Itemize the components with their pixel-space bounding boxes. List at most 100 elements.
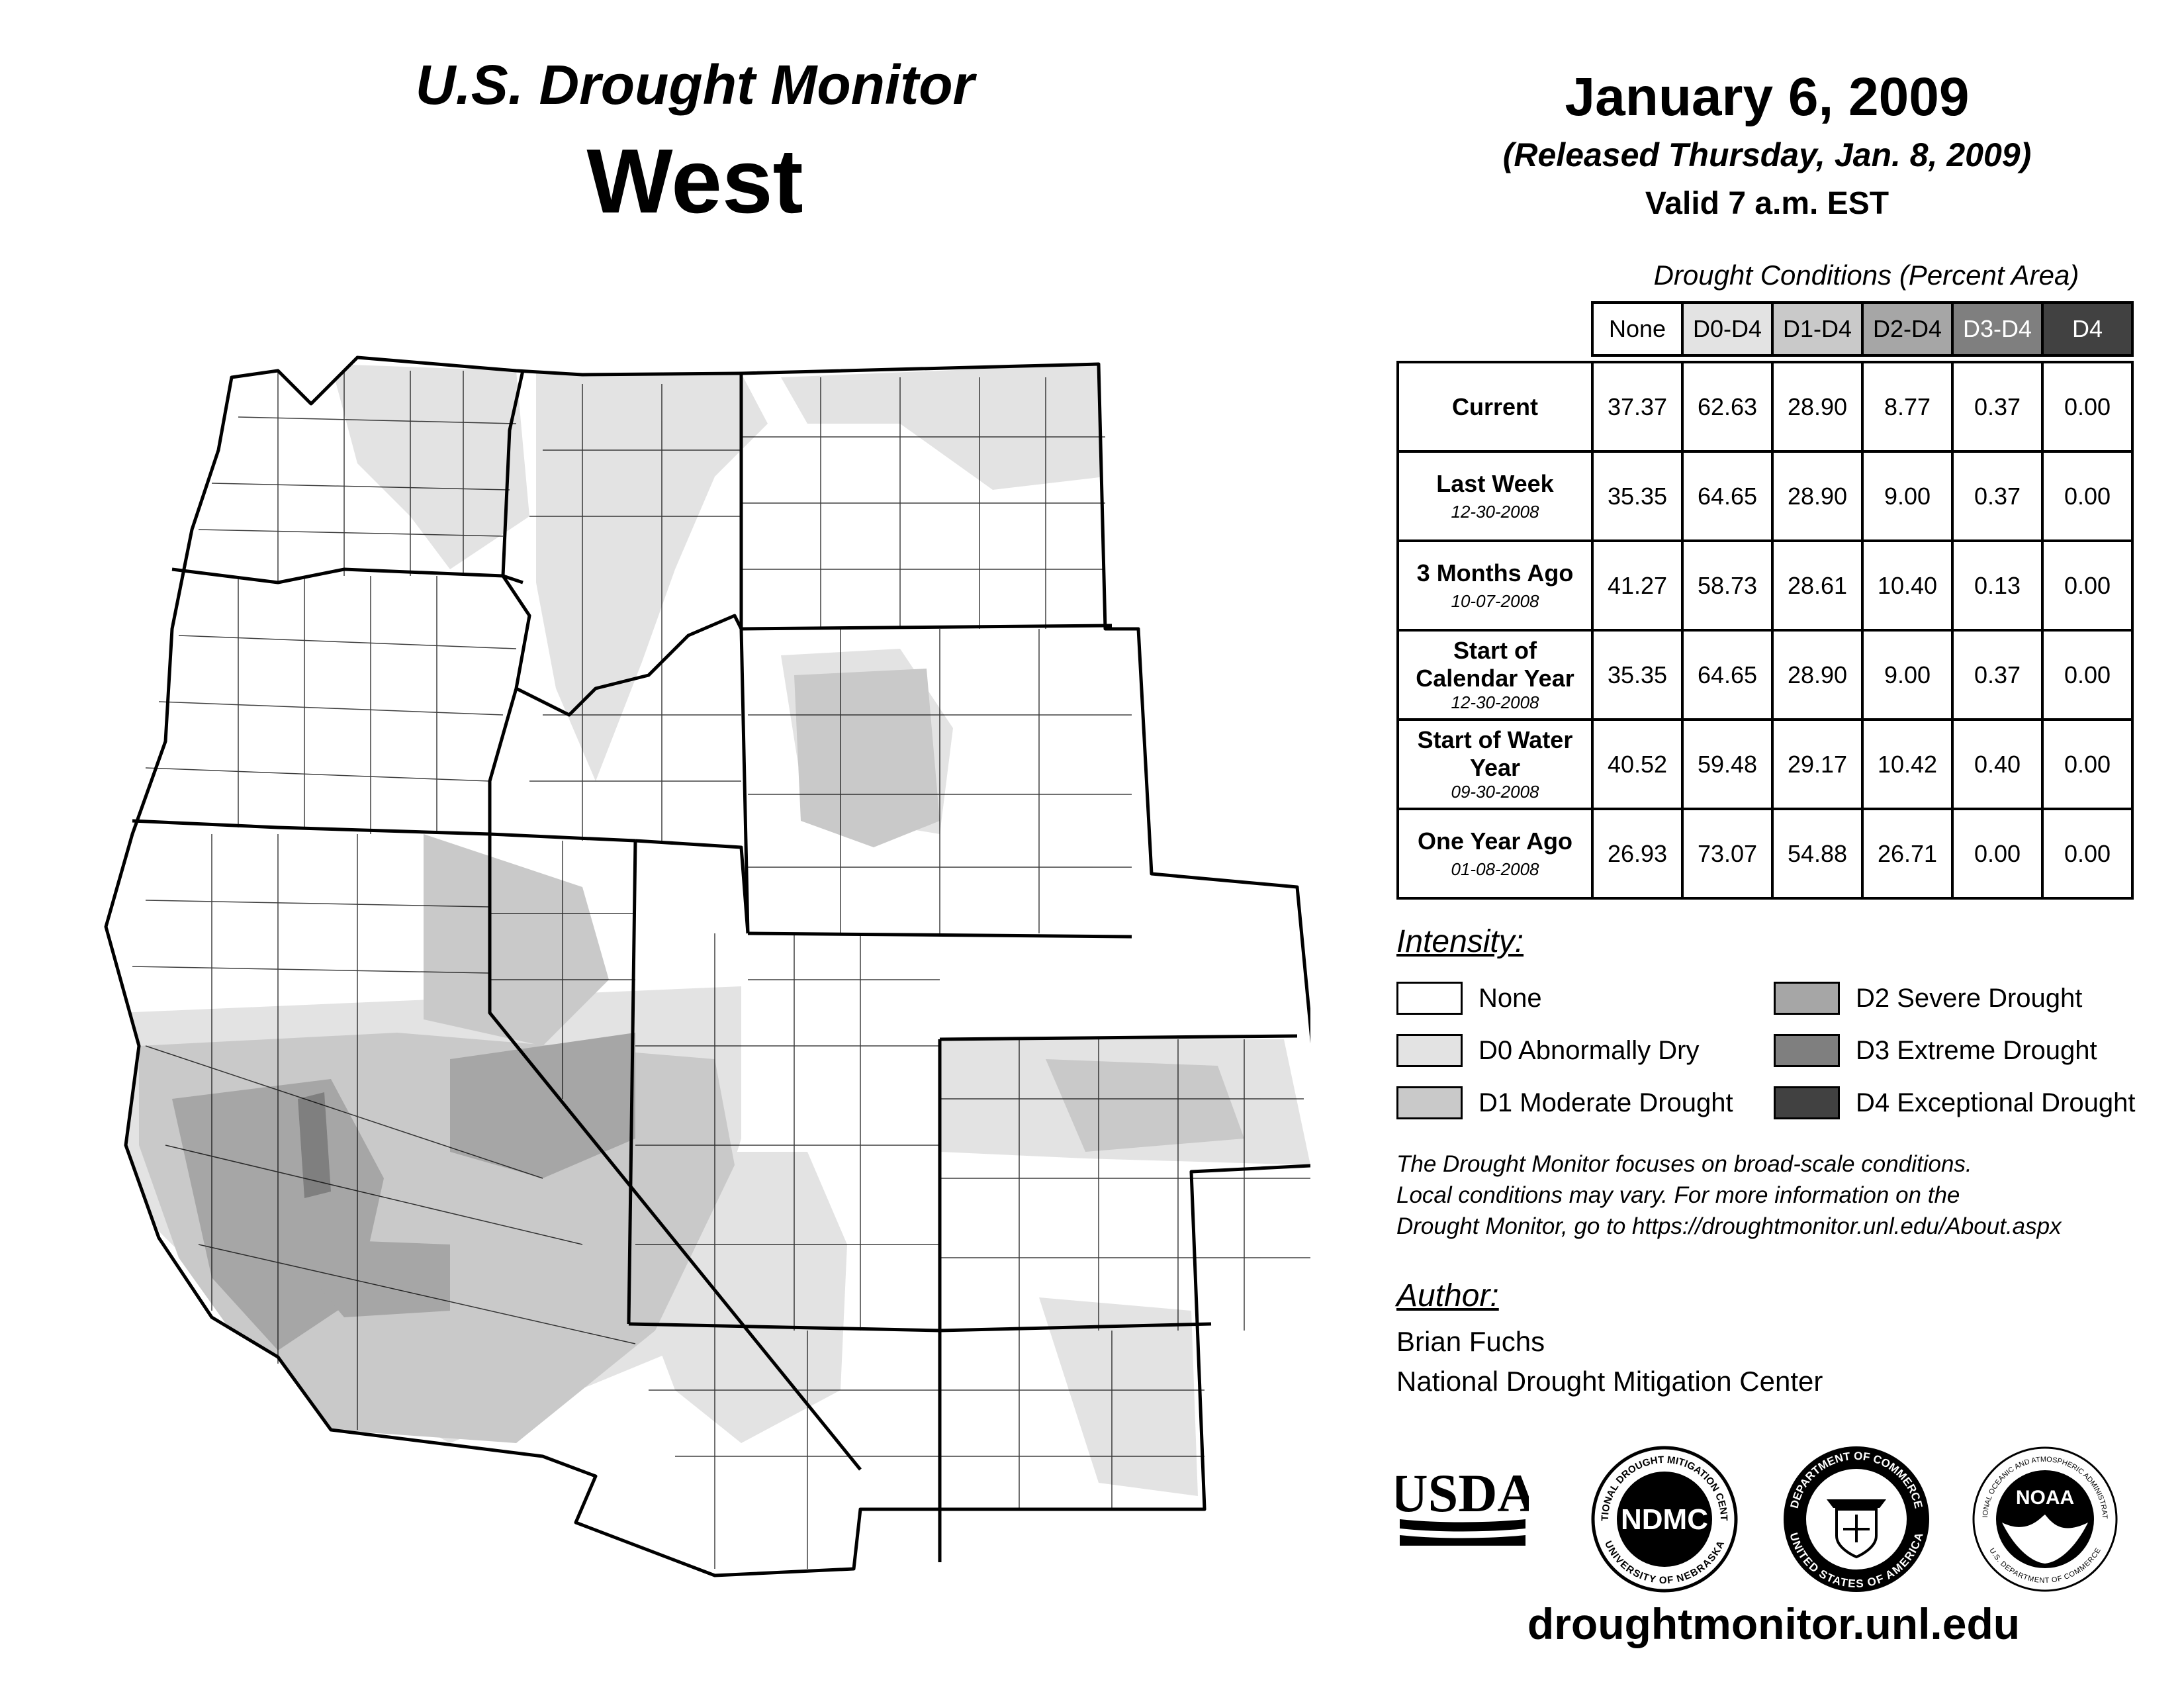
table-cell: 58.73 bbox=[1681, 539, 1774, 632]
table-cell: 0.37 bbox=[1951, 450, 2044, 542]
table-cell: 10.42 bbox=[1861, 718, 1954, 810]
table-row: Start of Water Year 09-30-2008 40.52 59.4… bbox=[1396, 718, 2134, 810]
table-row: 3 Months Ago 10-07-2008 41.27 58.73 28.61… bbox=[1396, 539, 2134, 632]
table-cell: 73.07 bbox=[1681, 808, 1774, 900]
table-cell: 29.17 bbox=[1771, 718, 1864, 810]
col-header-d4: D4 bbox=[2041, 301, 2134, 357]
legend-label: D4 Exceptional Drought bbox=[1856, 1088, 2136, 1117]
department-of-commerce-seal: DEPARTMENT OF COMMERCE UNITED STATES OF … bbox=[1784, 1446, 1929, 1592]
table-cell: 10.40 bbox=[1861, 539, 1954, 632]
table-row: Current 37.37 62.63 28.90 8.77 0.37 0.00 bbox=[1396, 361, 2134, 453]
col-header-d3-d4: D3-D4 bbox=[1951, 301, 2044, 357]
note-line: Local conditions may vary. For more info… bbox=[1396, 1182, 1960, 1208]
row-date: 10-07-2008 bbox=[1451, 591, 1539, 611]
table-caption: Drought Conditions (Percent Area) bbox=[1653, 259, 2079, 291]
col-header-d2-d4: D2-D4 bbox=[1861, 301, 1954, 357]
author-heading: Author: bbox=[1396, 1278, 1499, 1313]
d2-area-southern-california bbox=[278, 1238, 450, 1317]
row-label: One Year Ago bbox=[1417, 827, 1573, 855]
legend-item-d4: D4 Exceptional Drought bbox=[1774, 1083, 2135, 1123]
row-label: Start of Calendar Year bbox=[1416, 637, 1574, 692]
row-date: 12-30-2008 bbox=[1451, 692, 1539, 712]
d0-area-washington bbox=[331, 364, 529, 569]
table-row: One Year Ago 01-08-2008 26.93 73.07 54.88… bbox=[1396, 808, 2134, 900]
legend-item-d0: D0 Abnormally Dry bbox=[1396, 1031, 1699, 1070]
valid-time: Valid 7 a.m. EST bbox=[1645, 186, 1889, 221]
table-cell: 0.00 bbox=[2041, 539, 2134, 632]
table-header-row: None D0-D4 D1-D4 D2-D4 D3-D4 D4 bbox=[1398, 301, 2134, 357]
ndmc-logo-text: NDMC bbox=[1621, 1503, 1708, 1536]
legend-label: D0 Abnormally Dry bbox=[1479, 1035, 1700, 1065]
table-cell: 0.40 bbox=[1951, 718, 2044, 810]
table-cell: 40.52 bbox=[1591, 718, 1684, 810]
table-cell: 26.71 bbox=[1861, 808, 1954, 900]
table-cell: 35.35 bbox=[1591, 450, 1684, 542]
d2-area-nevada bbox=[450, 1033, 635, 1178]
table-cell: 9.00 bbox=[1861, 450, 1954, 542]
release-date: (Released Thursday, Jan. 8, 2009) bbox=[1502, 136, 2032, 173]
drought-conditions-table: None D0-D4 D1-D4 D2-D4 D3-D4 D4 Current … bbox=[1396, 301, 2134, 900]
map-date: January 6, 2009 bbox=[1565, 67, 1970, 127]
d1-area-wyoming bbox=[794, 669, 940, 847]
row-label: Last Week bbox=[1436, 470, 1554, 497]
table-row: Start of Calendar Year 12-30-2008 35.35 6… bbox=[1396, 629, 2134, 721]
legend-swatch bbox=[1396, 1034, 1463, 1067]
row-label-cell: Last Week 12-30-2008 bbox=[1396, 450, 1594, 542]
table-cell: 0.00 bbox=[2041, 718, 2134, 810]
noaa-logo-text: NOAA bbox=[2016, 1487, 2074, 1509]
legend-swatch bbox=[1774, 1086, 1840, 1119]
noaa-logo: NATIONAL OCEANIC AND ATMOSPHERIC ADMINIS… bbox=[1969, 1443, 2118, 1592]
author-organization: National Drought Mitigation Center bbox=[1396, 1366, 1823, 1397]
usda-logo: USDA bbox=[1396, 1463, 1529, 1546]
table-cell: 0.00 bbox=[2041, 629, 2134, 721]
row-date: 09-30-2008 bbox=[1451, 782, 1539, 802]
table-cell: 0.00 bbox=[2041, 450, 2134, 542]
legend-swatch bbox=[1396, 982, 1463, 1015]
d0-area-idaho-montana bbox=[536, 371, 768, 781]
west-region-map bbox=[104, 355, 1310, 1577]
table-cell: 0.37 bbox=[1951, 629, 2044, 721]
table-cell: 8.77 bbox=[1861, 361, 1954, 453]
legend-label: D2 Severe Drought bbox=[1856, 983, 2083, 1013]
table-cell: 0.00 bbox=[2041, 808, 2134, 900]
table-cell: 62.63 bbox=[1681, 361, 1774, 453]
row-label-cell: One Year Ago 01-08-2008 bbox=[1396, 808, 1594, 900]
table-cell: 41.27 bbox=[1591, 539, 1684, 632]
drought-areas bbox=[119, 364, 1310, 1496]
table-cell: 26.93 bbox=[1591, 808, 1684, 900]
row-label-cell: Start of Water Year 09-30-2008 bbox=[1396, 718, 1594, 810]
legend-label: None bbox=[1479, 983, 1542, 1013]
col-header-d0-d4: D0-D4 bbox=[1681, 301, 1774, 357]
bird-icon bbox=[2002, 1515, 2088, 1564]
row-label-cell: 3 Months Ago 10-07-2008 bbox=[1396, 539, 1594, 632]
legend-swatch bbox=[1774, 1034, 1840, 1067]
table-cell: 0.13 bbox=[1951, 539, 2044, 632]
table-cell: 37.37 bbox=[1591, 361, 1684, 453]
table-cell: 28.61 bbox=[1771, 539, 1864, 632]
ndmc-logo: NATIONAL DROUGHT MITIGATION CENTER UNIVE… bbox=[1588, 1443, 1738, 1593]
table-row: Last Week 12-30-2008 35.35 64.65 28.90 9.… bbox=[1396, 450, 2134, 542]
table-cell: 0.00 bbox=[2041, 361, 2134, 453]
table-gap-row bbox=[1398, 355, 2132, 362]
eagle-icon bbox=[1827, 1499, 1886, 1508]
table-cell: 28.90 bbox=[1771, 361, 1864, 453]
legend-item-none: None bbox=[1396, 978, 1542, 1018]
table-cell: 35.35 bbox=[1591, 629, 1684, 721]
legend-label: D1 Moderate Drought bbox=[1479, 1088, 1733, 1117]
author-name: Brian Fuchs bbox=[1396, 1326, 1545, 1357]
map-title: U.S. Drought Monitor bbox=[415, 54, 975, 116]
legend-item-d3: D3 Extreme Drought bbox=[1774, 1031, 2097, 1070]
legend-item-d1: D1 Moderate Drought bbox=[1396, 1083, 1733, 1123]
legend-swatch bbox=[1396, 1086, 1463, 1119]
note-line: Drought Monitor, go to https://droughtmo… bbox=[1396, 1213, 2062, 1239]
table-cell: 28.90 bbox=[1771, 629, 1864, 721]
row-label-cell: Start of Calendar Year 12-30-2008 bbox=[1396, 629, 1594, 721]
table-cell: 59.48 bbox=[1681, 718, 1774, 810]
row-label: Start of Water Year bbox=[1417, 726, 1573, 781]
note-line: The Drought Monitor focuses on broad-sca… bbox=[1396, 1151, 1972, 1177]
d1-area-colorado bbox=[1046, 1059, 1244, 1152]
col-header-d1-d4: D1-D4 bbox=[1771, 301, 1864, 357]
state-boundaries bbox=[104, 355, 1310, 1577]
table-cell: 28.90 bbox=[1771, 450, 1864, 542]
table-cell: 54.88 bbox=[1771, 808, 1864, 900]
